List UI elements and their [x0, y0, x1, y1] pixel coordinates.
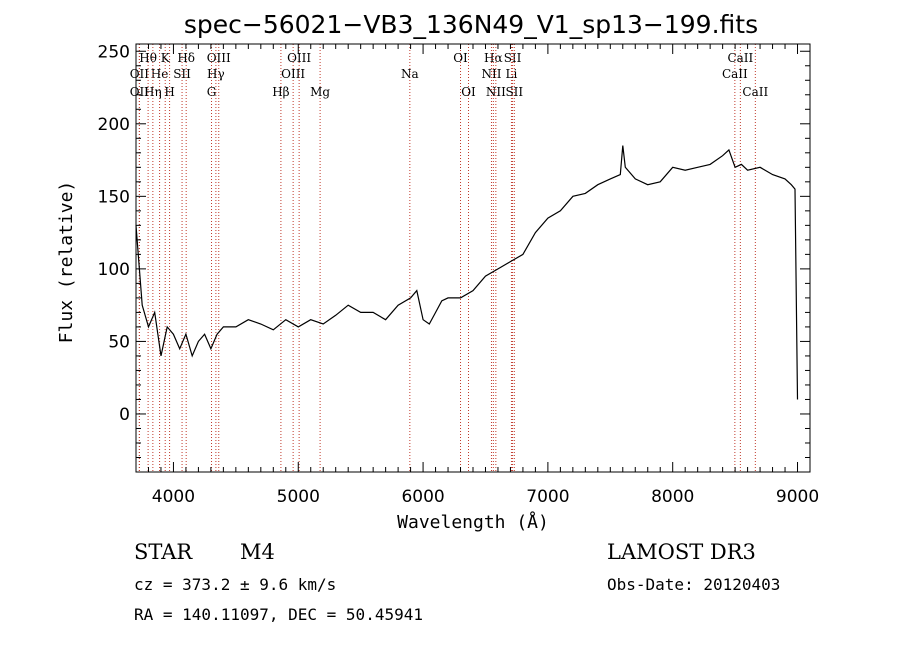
y-tick-label: 150 — [98, 187, 130, 207]
annotation-label: OIII — [207, 51, 231, 65]
flux-series-group — [135, 145, 799, 400]
annotation-label: NII — [481, 67, 501, 81]
annotation-label: G — [207, 85, 217, 99]
annotation-label: K — [161, 51, 171, 65]
observation-date: Obs-Date: 20120403 — [607, 575, 781, 594]
annotation-label: OI — [453, 51, 468, 65]
y-axis-label: Flux (relative) — [56, 181, 77, 344]
plot-frame — [135, 43, 811, 473]
redshift-velocity: cz = 373.2 ± 9.6 km/s — [134, 575, 337, 594]
annotation-label: NII — [486, 85, 506, 99]
flux-series-line — [135, 145, 799, 400]
annotation-label: SII — [504, 51, 522, 65]
y-tick-label: 50 — [108, 332, 130, 352]
annotation-label: CaII — [727, 51, 753, 65]
annotation-label: Hη — [144, 85, 162, 99]
annotation-label: SII — [505, 85, 523, 99]
x-tick-label: 9000 — [776, 487, 819, 507]
annotation-label: OIII — [287, 51, 311, 65]
y-tick-label: 100 — [98, 260, 130, 280]
annotation-label: Hβ — [272, 85, 289, 99]
x-tick-label: 8000 — [651, 487, 694, 507]
annotation-label: Li — [506, 67, 518, 81]
annotation-label: OI — [461, 85, 476, 99]
x-axis-ticks: 4000 5000 6000 7000 8000 9000 — [135, 44, 819, 507]
x-axis-label: Wavelength (Å) — [397, 511, 549, 533]
y-tick-label: 0 — [119, 405, 130, 425]
x-tick-label: 4000 — [152, 487, 195, 507]
annotation-label: Hγ — [207, 67, 225, 81]
x-tick-label: 7000 — [526, 487, 569, 507]
annotation-label: OΙΙ — [130, 67, 150, 81]
coordinates: RA = 140.11097, DEC = 50.45941 — [134, 605, 423, 624]
x-tick-label: 5000 — [277, 487, 320, 507]
annotation-label: CaII — [742, 85, 768, 99]
annotation-label: Hθ — [139, 51, 157, 65]
annotation-label: Hα — [484, 51, 503, 65]
y-tick-label: 250 — [98, 42, 130, 62]
annotation-label: Mg — [310, 85, 330, 99]
chart-title: spec−56021−VB3_136N49_V1_sp13−199.fits — [184, 10, 758, 39]
annotation-label: CaII — [722, 67, 748, 81]
annotation-label: Na — [401, 67, 419, 81]
annotation-label: H — [164, 85, 174, 99]
annotation-label: Hδ — [177, 51, 195, 65]
object-subclass: M4 — [240, 540, 275, 564]
object-class: STAR — [134, 540, 193, 564]
survey-name: LAMOST DR3 — [607, 540, 756, 564]
annotation-label: SII — [173, 67, 191, 81]
y-tick-label: 200 — [98, 115, 130, 135]
annotation-label: He — [151, 67, 169, 81]
annotation-label: OIII — [281, 67, 305, 81]
x-tick-label: 6000 — [401, 487, 444, 507]
y-axis-ticks: 0 50 100 150 200 250 — [98, 42, 810, 473]
